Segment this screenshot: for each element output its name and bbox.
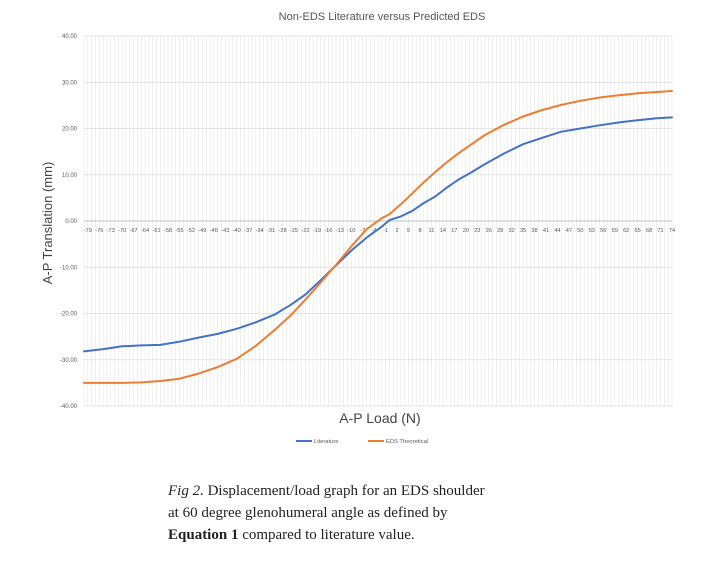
legend: Literature EDS Theoretical: [296, 439, 428, 445]
x-tick-label: 62: [623, 228, 629, 234]
x-tick-label: 5: [407, 228, 410, 234]
x-tick-label: -7: [360, 228, 365, 234]
chart: Non-EDS Literature versus Predicted EDS …: [40, 11, 676, 445]
x-tick-label: 20: [463, 228, 469, 234]
y-tick-label: 30.00: [62, 80, 78, 86]
x-tick-label: 44: [554, 228, 560, 234]
x-axis-tick-labels: -79 -76 -73 -70 -67 -64 -61 -58 -55 -52 -49 -46 -43-…: [84, 228, 675, 234]
y-axis-tick-labels: 40.00 30.00 20.00 10.00 0.00 -10.00 -20.00 -30.…: [60, 34, 78, 410]
legend-entry: EDS Theoretical: [386, 439, 428, 445]
x-tick-label: -55: [175, 228, 183, 234]
x-tick-label: -1: [383, 228, 388, 234]
caption-text-1: Displacement/load graph for an EDS shoul…: [168, 483, 485, 521]
x-tick-label: -16: [324, 228, 332, 234]
x-tick-label: 71: [657, 228, 663, 234]
horizontal-gridlines: [84, 35, 672, 407]
x-tick-label: 29: [497, 228, 503, 234]
x-tick-label: -64: [141, 228, 149, 234]
x-tick-label: -19: [313, 228, 321, 234]
x-tick-label: 38: [531, 228, 537, 234]
x-tick-label: -52: [187, 228, 195, 234]
x-tick-label: 14: [440, 228, 446, 234]
figure-label: Fig 2.: [168, 483, 204, 499]
x-tick-label: 2: [396, 228, 399, 234]
y-tick-label: 40.00: [62, 34, 78, 40]
series-lines: [83, 90, 673, 384]
x-tick-label: 59: [612, 228, 618, 234]
x-tick-label: -46: [210, 228, 218, 234]
y-axis-label: A-P Translation (mm): [40, 162, 55, 285]
x-tick-label: -25: [290, 228, 298, 234]
y-tick-label: -40.00: [60, 404, 78, 410]
x-tick-label: 41: [543, 228, 549, 234]
x-tick-label: -37: [244, 228, 252, 234]
x-tick-label: 32: [509, 228, 515, 234]
caption-text-2: compared to literature value.: [238, 527, 415, 543]
x-tick-label: 56: [600, 228, 606, 234]
x-tick-label: -67: [130, 228, 138, 234]
x-tick-label: 8: [418, 228, 421, 234]
x-tick-label: -13: [336, 228, 344, 234]
x-tick-label: 23: [474, 228, 480, 234]
x-tick-label: 26: [486, 228, 492, 234]
x-tick-label: 65: [635, 228, 641, 234]
series-line-literature: [83, 116, 673, 353]
x-tick-label: 74: [669, 228, 675, 234]
y-tick-label: 20.00: [62, 127, 78, 133]
x-tick-label: 35: [520, 228, 526, 234]
x-tick-label: -34: [256, 228, 264, 234]
x-tick-label: 47: [566, 228, 572, 234]
x-tick-label: -79: [84, 228, 92, 234]
figure-caption: Fig 2. Displacement/load graph for an ED…: [168, 480, 498, 546]
x-tick-label: 50: [577, 228, 583, 234]
x-tick-label: -70: [118, 228, 126, 234]
y-tick-label: 0.00: [65, 219, 77, 225]
x-tick-label: -73: [107, 228, 115, 234]
legend-entry: Literature: [314, 439, 339, 445]
x-tick-label: -40: [233, 228, 241, 234]
y-tick-label: -20.00: [60, 312, 78, 318]
x-tick-label: -76: [95, 228, 103, 234]
series-line-eds-theoretical: [83, 90, 673, 384]
x-tick-label: -43: [221, 228, 229, 234]
x-tick-label: -61: [152, 228, 160, 234]
x-tick-label: -49: [198, 228, 206, 234]
x-tick-label: -10: [347, 228, 355, 234]
x-tick-label: -31: [267, 228, 275, 234]
x-tick-label: -22: [301, 228, 309, 234]
x-tick-label: -58: [164, 228, 172, 234]
x-tick-label: 17: [451, 228, 457, 234]
x-axis-label: A-P Load (N): [339, 410, 420, 426]
x-tick-label: 68: [646, 228, 652, 234]
x-tick-label: -28: [278, 228, 286, 234]
x-tick-label: 53: [589, 228, 595, 234]
chart-title: Non-EDS Literature versus Predicted EDS: [279, 11, 486, 23]
y-tick-label: 10.00: [62, 173, 78, 179]
x-tick-label: 11: [429, 228, 435, 234]
y-tick-label: -10.00: [60, 265, 78, 271]
y-tick-label: -30.00: [60, 358, 78, 364]
caption-equation: Equation 1: [168, 527, 239, 543]
